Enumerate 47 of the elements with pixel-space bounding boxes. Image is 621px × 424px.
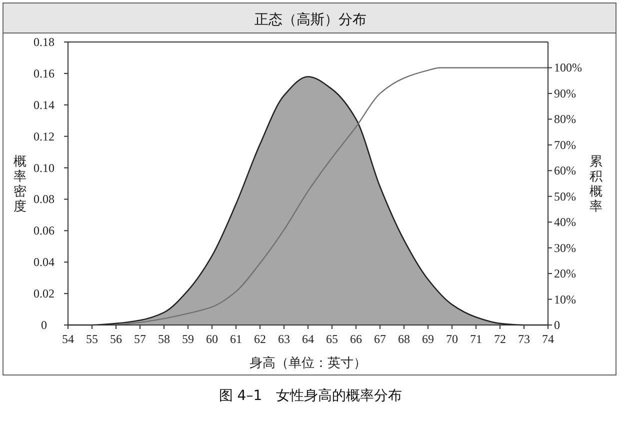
- x-tick-label: 60: [206, 332, 218, 346]
- y2-tick-label: 50%: [554, 189, 576, 204]
- y-tick-label: 0: [41, 318, 47, 332]
- x-tick-label: 74: [542, 332, 554, 346]
- y-tick-label: 0.02: [34, 286, 54, 301]
- x-tick-label: 66: [350, 332, 362, 346]
- x-tick-label: 70: [446, 332, 458, 346]
- x-tick-label: 54: [62, 332, 74, 346]
- y-tick-label: 0.16: [34, 66, 54, 80]
- chart-title: 正态（高斯）分布: [254, 12, 366, 28]
- y2-tick-label: 40%: [554, 215, 576, 230]
- x-tick-label: 68: [398, 332, 410, 346]
- y2-axis-title: 累积概率: [590, 154, 602, 214]
- y2-tick-label: 10%: [554, 292, 576, 306]
- y-tick-label: 0.12: [34, 129, 54, 144]
- y2-tick-label: 90%: [554, 86, 576, 100]
- y-axis-title: 概率密度: [14, 154, 26, 214]
- x-tick-label: 57: [134, 332, 146, 346]
- y-tick-label: 0.18: [34, 35, 54, 49]
- x-axis-title: 身高（单位：英寸）: [250, 355, 366, 370]
- x-tick-label: 61: [230, 332, 242, 346]
- y-tick-label: 0.10: [34, 160, 54, 175]
- y-tick-label: 0.14: [34, 98, 54, 112]
- x-tick-label: 64: [302, 332, 314, 346]
- x-tick-label: 72: [494, 332, 506, 346]
- y2-tick-label: 80%: [554, 112, 576, 126]
- y-tick-label: 0.08: [34, 192, 54, 206]
- x-tick-label: 63: [278, 332, 290, 346]
- y-tick-label: 0.04: [34, 255, 54, 270]
- x-tick-label: 67: [374, 332, 386, 346]
- y2-tick-label: 0: [554, 318, 560, 332]
- x-tick-label: 71: [470, 332, 482, 346]
- x-tick-label: 73: [518, 332, 530, 346]
- x-tick-label: 58: [158, 332, 170, 346]
- x-tick-label: 59: [182, 332, 194, 346]
- x-tick-label: 56: [110, 332, 122, 346]
- y2-tick-label: 100%: [554, 60, 582, 75]
- y2-tick-label: 30%: [554, 240, 576, 255]
- caption: 图 4–1 女性身高的概率分布: [218, 388, 402, 404]
- y2-tick-label: 20%: [554, 266, 576, 281]
- x-tick-label: 62: [254, 332, 266, 346]
- x-tick-label: 65: [326, 332, 338, 346]
- x-tick-label: 55: [86, 332, 98, 346]
- x-tick-label: 69: [422, 332, 434, 346]
- y2-tick-label: 70%: [554, 138, 576, 152]
- y2-tick-label: 60%: [554, 164, 576, 178]
- y-tick-label: 0.06: [34, 224, 54, 238]
